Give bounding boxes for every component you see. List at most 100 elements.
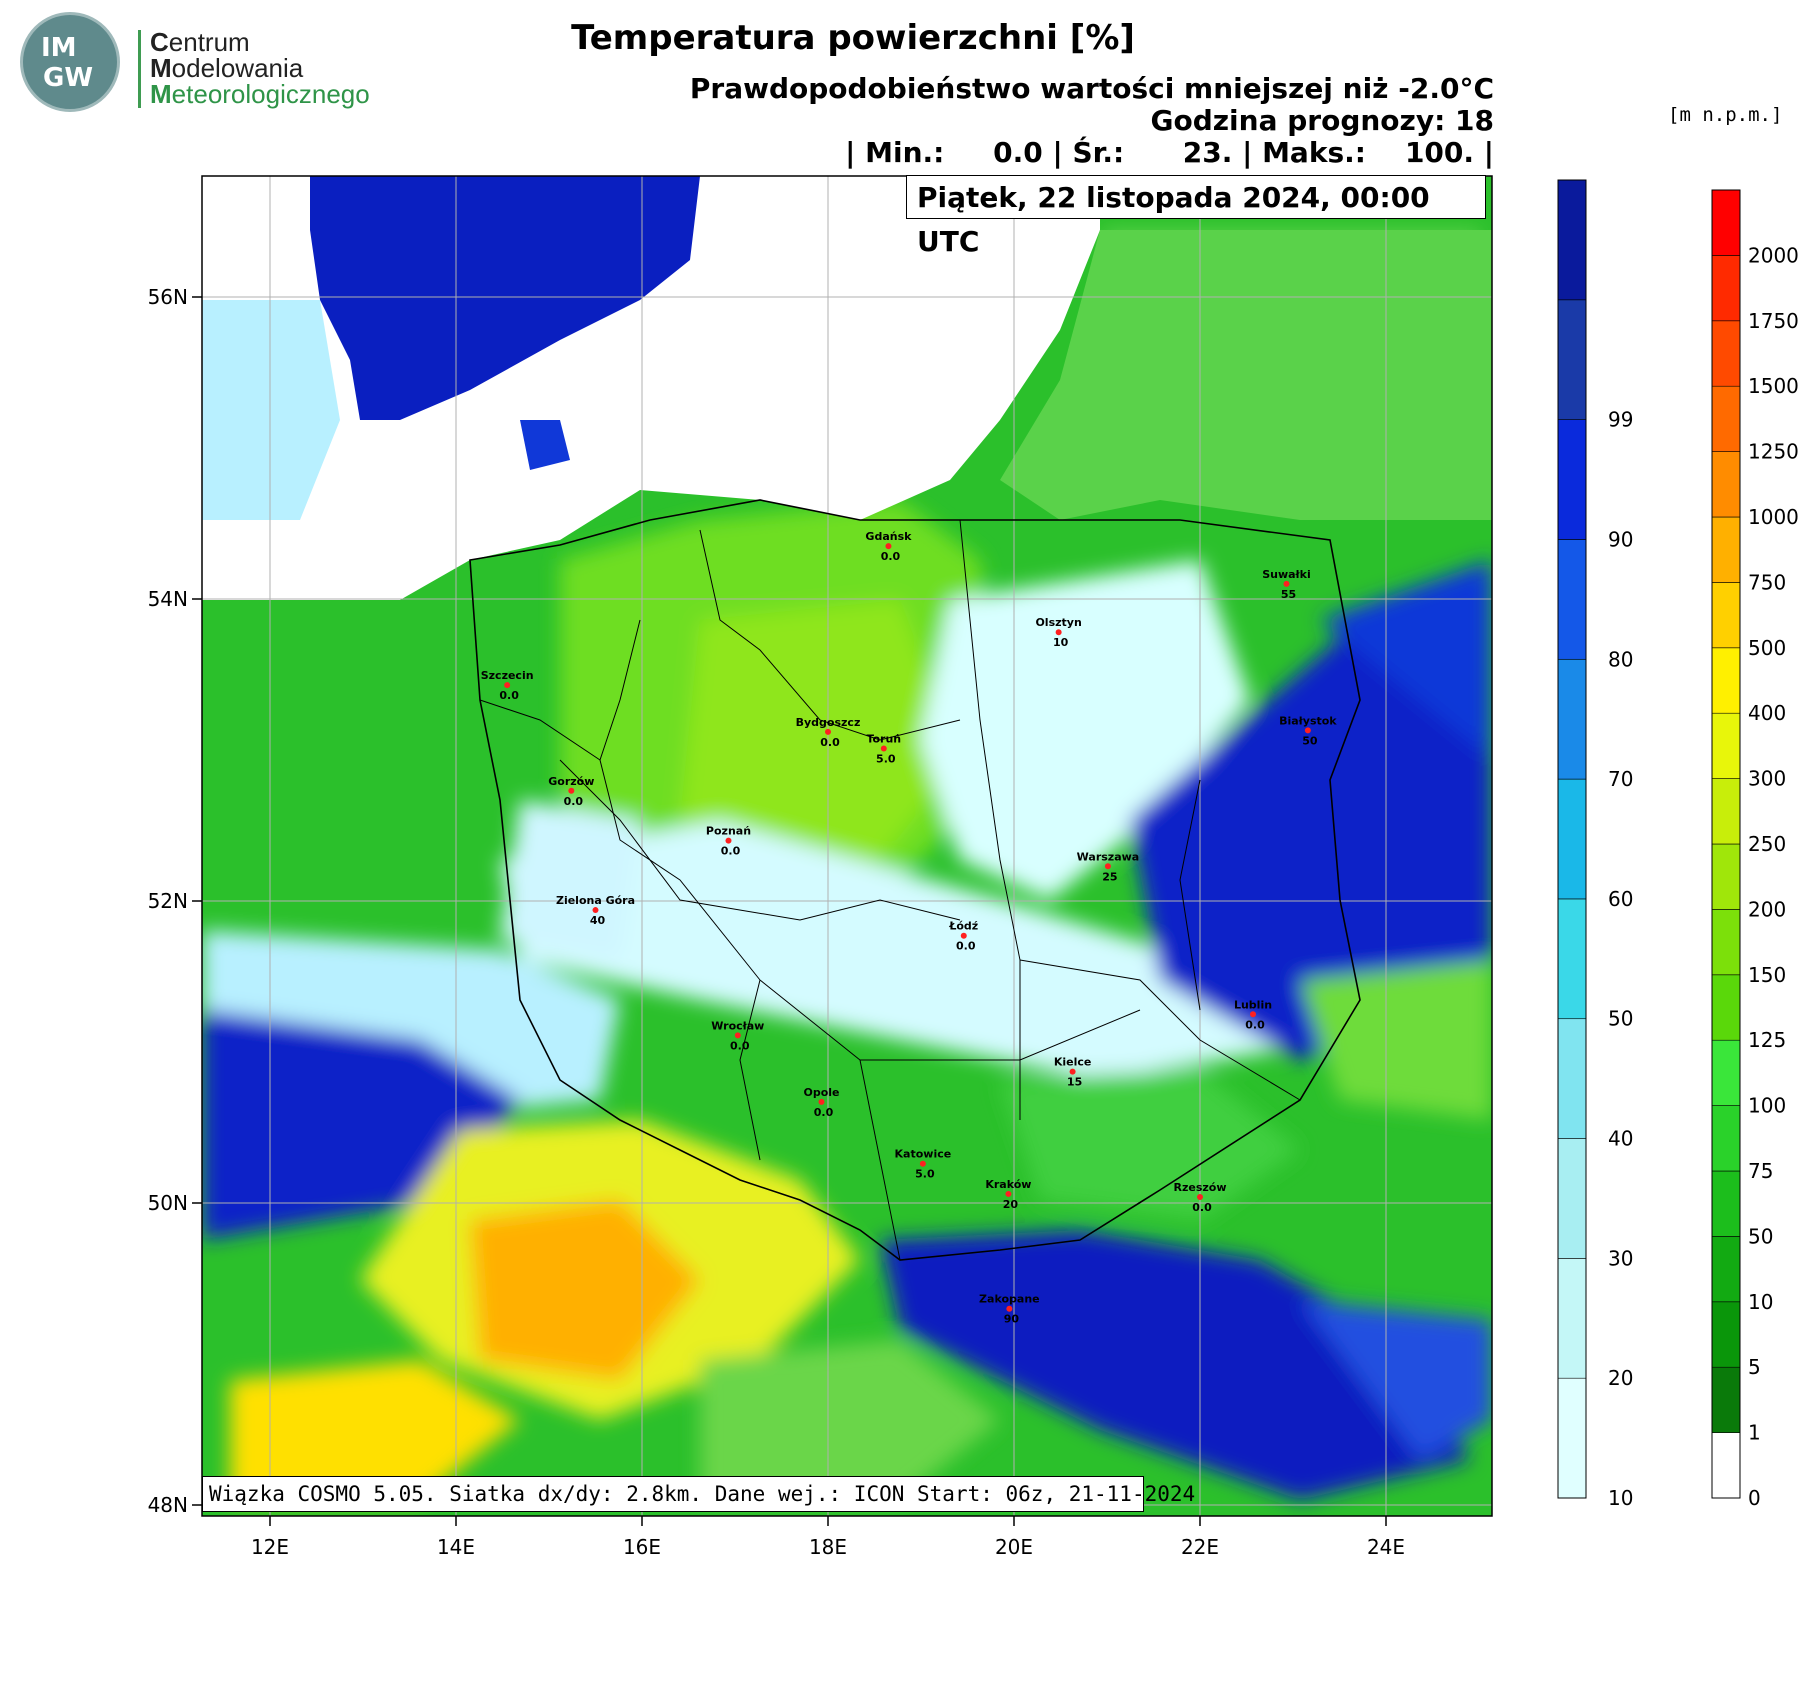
city-name: Gorzów: [548, 775, 594, 788]
colorbar-step: [1557, 1138, 1587, 1259]
elevation-label: 1500: [1748, 374, 1799, 398]
elevation-label: 10: [1748, 1290, 1773, 1314]
city-value: 0.0: [820, 736, 840, 749]
city-name: Warszawa: [1077, 850, 1140, 863]
colorbar-label: 20: [1608, 1366, 1633, 1390]
model-run-info: Wiązka COSMO 5.05. Siatka dx/dy: 2.8km. …: [202, 1476, 1195, 1512]
city-dot: [1304, 727, 1311, 734]
denmark-frost: [202, 300, 340, 520]
lat-label: 52N: [148, 889, 188, 913]
lon-label: 20E: [995, 1535, 1033, 1559]
carpathian-deep-blue: [880, 1230, 1470, 1500]
lat-label: 50N: [148, 1191, 188, 1215]
elevation-label: 1: [1748, 1421, 1761, 1445]
lon-label: 16E: [623, 1535, 661, 1559]
lithuania-green: [1000, 230, 1492, 520]
city-value: 10: [1053, 636, 1069, 649]
valid-date-box: Piątek, 22 listopada 2024, 00:00 UTC: [906, 175, 1486, 258]
lon-label: 18E: [809, 1535, 847, 1559]
ukraine-green: [1300, 960, 1492, 1120]
imgw-logo: IM GW Centrum Modelowania Meteorologiczn…: [10, 8, 380, 112]
city-value: 50: [1302, 734, 1318, 747]
elevation-step: [1711, 516, 1741, 583]
colorbar-step: [1557, 1258, 1587, 1379]
colorbar-step: [1557, 419, 1587, 540]
voivodeship-line: [479, 699, 601, 761]
elevation-step: [1711, 647, 1741, 714]
city-value: 25: [1102, 870, 1117, 883]
city-dot: [1283, 580, 1290, 587]
city-name: Rzeszów: [1173, 1181, 1226, 1194]
city-value: 5.0: [915, 1168, 935, 1181]
elevation-unit: [m n.p.m.]: [1668, 104, 1783, 126]
city-name: Kielce: [1054, 1056, 1092, 1069]
elevation-step: [1711, 451, 1741, 518]
voivodeship-line: [959, 519, 1021, 1120]
voivodeship-line: [599, 619, 761, 981]
city-value: 5.0: [876, 752, 896, 765]
logo-line-1: Centrum: [150, 27, 250, 57]
probability-subtitle: Prawdopodobieństwo wartości mniejszej ni…: [689, 72, 1494, 105]
colorbar-step: [1557, 539, 1587, 660]
elevation-step: [1711, 974, 1741, 1041]
northeast-deep-blue: [1320, 560, 1492, 760]
city-dot: [960, 932, 967, 939]
city-dot: [885, 543, 892, 550]
elevation-label: 100: [1748, 1094, 1786, 1118]
elevation-step: [1711, 189, 1741, 256]
east-deep-blue: [1130, 620, 1492, 1060]
elevation-label: 1250: [1748, 440, 1799, 464]
elevation-label: 125: [1748, 1028, 1786, 1052]
city-value: 0.0: [881, 550, 901, 563]
elevation-step: [1711, 255, 1741, 322]
city-name: Poznań: [706, 825, 751, 838]
colorbar-label: 60: [1608, 887, 1633, 911]
colorbar-label: 90: [1608, 527, 1633, 551]
city-name: Suwałki: [1262, 568, 1311, 581]
elevation-step: [1711, 1301, 1741, 1368]
elevation-label: 200: [1748, 897, 1786, 921]
city-name: Łódź: [948, 920, 978, 933]
elevation-step: [1711, 320, 1741, 387]
elevation-label: 75: [1748, 1159, 1773, 1183]
plot-frame: [201, 175, 1493, 1517]
page-title: Temperatura powierzchni [%]: [571, 18, 1135, 58]
city-name: Szczecin: [481, 669, 534, 682]
city-dot: [568, 787, 575, 794]
city-value: 90: [1004, 1313, 1020, 1326]
city-value: 0.0: [956, 940, 976, 953]
field-stats: | Min.: 0.0 | Śr.: 23. | Maks.: 100. |: [845, 136, 1494, 169]
southeast-green: [1000, 1070, 1300, 1220]
elevation-label: 50: [1748, 1224, 1773, 1248]
lat-label: 54N: [148, 587, 188, 611]
city-name: Lublin: [1234, 998, 1272, 1011]
colorbar-step: [1557, 1377, 1587, 1499]
colorbar-step: [1557, 778, 1587, 900]
field-patches: [202, 230, 1492, 1500]
colorbar-label: 50: [1608, 1007, 1633, 1031]
elevation-step: [1711, 1105, 1741, 1172]
bavaria-yellow: [230, 1360, 520, 1500]
logo-line-3: Meteorologicznego: [150, 79, 370, 109]
voivodeship-line: [559, 759, 961, 921]
city-dot: [1055, 629, 1062, 636]
city-value: 0.0: [499, 689, 519, 702]
logo-divider: [138, 30, 141, 108]
elevation-step: [1711, 1039, 1741, 1106]
elevation-step: [1711, 1236, 1741, 1303]
city-name: Bydgoszcz: [796, 716, 861, 729]
lon-label: 12E: [251, 1535, 289, 1559]
lon-label: 22E: [1181, 1535, 1219, 1559]
city-dot: [1006, 1305, 1013, 1312]
elevation-step: [1711, 385, 1741, 452]
probability-colorbar: 10 20 30 40 50 60 70 80 90 99: [1557, 179, 1633, 1510]
voivodeship-borders: [479, 519, 1301, 1261]
elevation-step: [1711, 1366, 1741, 1433]
city-dot: [1005, 1190, 1012, 1197]
voivodeship-line: [1019, 959, 1301, 1101]
colorbar-label: 30: [1608, 1246, 1633, 1270]
city-dot: [1104, 863, 1111, 870]
elevation-label: 400: [1748, 701, 1786, 725]
city-dot: [725, 837, 732, 844]
